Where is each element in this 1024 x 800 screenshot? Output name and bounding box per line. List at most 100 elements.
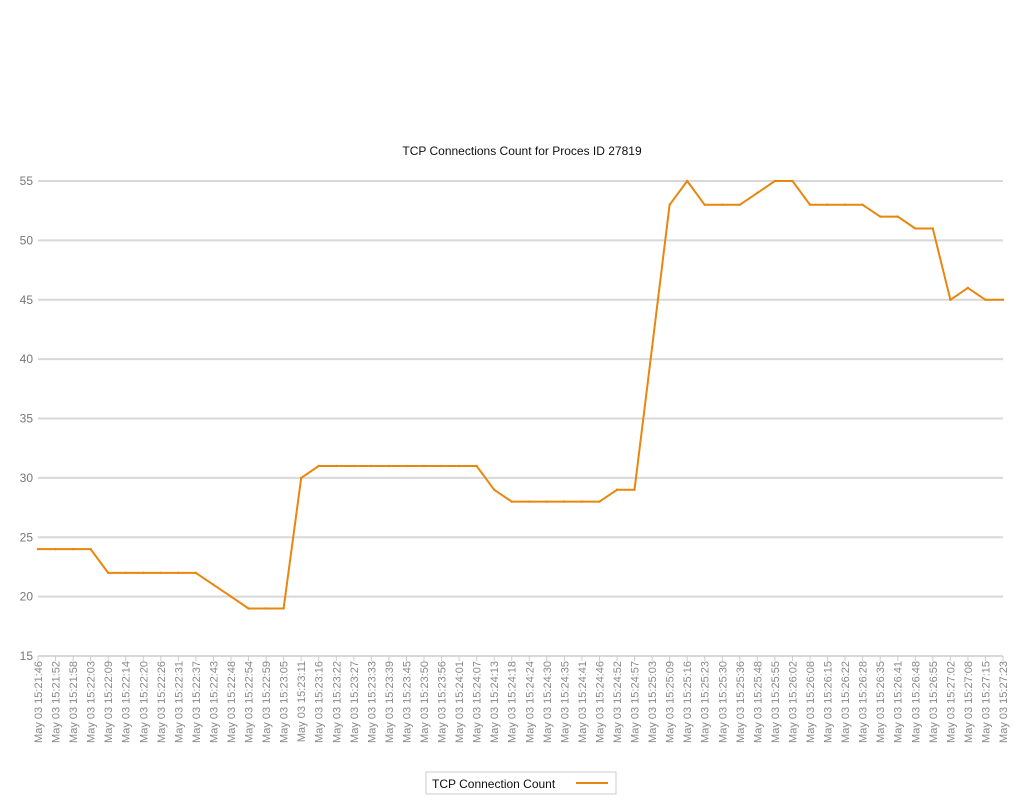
data-point[interactable] [861,203,864,206]
x-tick-label: May 03 15:23:56 [437,661,449,743]
data-point[interactable] [264,607,268,610]
x-tick-label: May 03 15:24:30 [542,661,554,743]
data-point[interactable] [528,500,531,503]
x-tick-label: May 03 15:24:18 [507,661,519,743]
chart-title: TCP Connections Count for Proces ID 2781… [402,144,642,158]
x-tick-label: May 03 15:26:55 [928,661,940,743]
data-point[interactable] [510,500,513,503]
data-point[interactable] [598,500,601,503]
data-point[interactable] [299,476,303,480]
x-tick-label: May 03 15:26:15 [823,661,835,743]
data-point[interactable] [896,215,899,218]
data-point[interactable] [212,583,215,586]
series-line-0[interactable] [38,180,1003,610]
series-layer [36,179,1005,610]
data-point[interactable] [159,571,163,575]
x-tick-label: May 03 15:27:23 [998,661,1010,743]
data-point[interactable] [124,571,127,575]
data-point[interactable] [247,607,250,610]
grid [38,180,1003,657]
x-tick-label: May 03 15:24:07 [472,661,484,743]
data-point[interactable] [387,464,391,468]
data-point[interactable] [633,488,636,491]
legend[interactable]: TCP Connection Count [425,771,617,795]
y-tick-label: 40 [20,352,34,366]
y-tick-label: 35 [20,412,34,426]
data-point[interactable] [1001,298,1005,301]
x-tick-label: May 03 15:22:43 [208,661,220,743]
legend-box [425,771,617,795]
x-tick-label: May 03 15:23:11 [296,661,308,742]
x-tick-label: May 03 15:22:20 [138,661,150,743]
data-point[interactable] [756,191,759,195]
data-point[interactable] [282,607,285,610]
data-point[interactable] [721,203,724,206]
data-point[interactable] [177,571,180,575]
data-point[interactable] [773,179,777,183]
data-point[interactable] [317,464,320,468]
x-tick-label: May 03 15:23:05 [279,661,291,743]
x-tick-label: May 03 15:24:13 [489,661,501,743]
x-tick-label: May 03 15:26:02 [787,661,799,743]
data-point[interactable] [808,203,812,206]
y-tick-label: 50 [20,233,34,247]
data-point[interactable] [422,464,426,468]
x-tick-label: May 03 15:24:41 [577,661,589,743]
x-tick-label: May 03 15:27:08 [963,661,975,743]
y-tick-label: 55 [20,174,34,188]
y-tick-label: 15 [20,649,34,663]
data-point[interactable] [563,500,566,503]
x-tick-label: May 03 15:23:33 [366,661,378,743]
data-point[interactable] [843,203,847,206]
data-point[interactable] [826,203,829,206]
data-point[interactable] [440,464,443,468]
x-tick-label: May 03 15:25:36 [735,661,747,743]
x-tick-label: May 03 15:21:58 [68,661,80,743]
data-point[interactable] [142,571,145,575]
data-point[interactable] [580,500,584,503]
data-point[interactable] [492,488,496,491]
data-point[interactable] [914,227,917,230]
x-tick-label: May 03 15:26:35 [875,661,887,743]
data-point[interactable] [54,547,57,551]
data-point[interactable] [194,571,198,575]
data-point[interactable] [650,346,654,349]
y-axis: 15 20 25 30 35 40 45 50 55 [20,174,34,663]
data-point[interactable] [615,488,619,491]
data-point[interactable] [475,464,478,468]
data-point[interactable] [878,215,882,218]
data-point[interactable] [36,547,40,551]
y-tick-label: 25 [20,530,34,544]
data-point[interactable] [89,547,92,551]
data-point[interactable] [703,203,706,206]
data-point[interactable] [949,298,952,301]
x-tick-label: May 03 15:24:52 [612,661,624,743]
data-point[interactable] [668,203,671,206]
data-point[interactable] [405,464,408,468]
data-point[interactable] [685,179,689,183]
x-tick-label: May 03 15:22:48 [226,661,238,743]
x-tick-label: May 03 15:22:03 [86,661,98,743]
data-point[interactable] [738,203,742,206]
data-point[interactable] [106,571,110,575]
x-tick-label: May 03 15:23:22 [331,661,343,743]
data-point[interactable] [229,595,233,598]
data-point[interactable] [71,547,75,551]
data-point[interactable] [966,286,970,290]
data-point[interactable] [335,464,338,468]
x-tick-label: May 03 15:23:39 [384,661,396,743]
data-point[interactable] [931,227,935,230]
data-point[interactable] [457,464,461,468]
data-point[interactable] [984,298,987,301]
data-point[interactable] [545,500,549,503]
x-tick-label: May 03 15:25:23 [700,661,712,743]
data-point[interactable] [791,179,794,183]
x-tick-label: May 03 15:22:26 [156,661,168,743]
x-tick-label: May 03 15:25:30 [717,661,729,743]
x-tick-label: May 03 15:25:48 [752,661,764,743]
x-tick-label: May 03 15:26:28 [858,661,870,743]
data-point[interactable] [352,464,356,468]
data-point[interactable] [370,464,373,468]
x-tick-label: May 03 15:26:08 [805,661,817,743]
